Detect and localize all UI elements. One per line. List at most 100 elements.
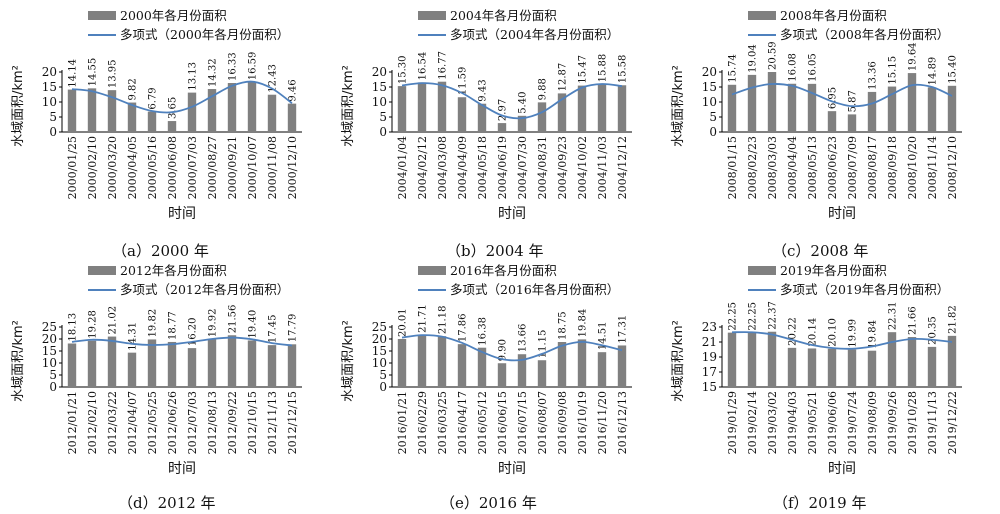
x-tick-label: 2000/05/16: [146, 136, 159, 199]
bar: [767, 72, 777, 132]
bar: [767, 331, 777, 387]
data-label: 14.14: [68, 59, 79, 88]
data-label: 17.45: [268, 314, 279, 343]
data-label: 17.31: [618, 315, 629, 344]
x-tick-label: 2016/08/07: [536, 391, 549, 454]
bar: [947, 85, 957, 132]
data-label: 18.75: [558, 311, 569, 340]
legend-bar-label: 2000年各月份面积: [120, 8, 227, 23]
y-tick-label: 5: [379, 110, 387, 124]
data-label: 2.97: [498, 99, 509, 121]
data-label: 16.54: [418, 52, 429, 81]
bar: [227, 335, 237, 387]
x-tick-label: 2019/07/24: [846, 391, 859, 454]
y-tick-label: 20: [42, 65, 57, 79]
x-tick-label: 2012/02/10: [86, 391, 99, 454]
x-tick-label: 2012/12/15: [286, 391, 299, 454]
data-label: 12.43: [268, 64, 279, 93]
x-tick-label: 2016/10/19: [576, 391, 589, 454]
x-axis-title: 时间: [168, 461, 196, 477]
data-label: 20.10: [828, 318, 839, 347]
data-label: 12.87: [558, 63, 569, 92]
x-tick-label: 2012/09/22: [226, 391, 239, 454]
x-tick-label: 2000/01/25: [66, 136, 79, 199]
bar: [787, 347, 797, 387]
y-tick-label: 20: [702, 65, 717, 79]
legend-bar-entry: 2000年各月份面积: [88, 6, 289, 25]
data-label: 16.33: [228, 52, 239, 81]
data-label: 13.95: [108, 60, 119, 89]
x-tick-label: 2016/11/20: [596, 391, 609, 454]
caption-2016: （e）2016 年: [440, 494, 537, 512]
x-tick-label: 2004/04/09: [456, 136, 469, 199]
bar-swatch: [748, 11, 776, 20]
x-tick-label: 2000/11/08: [266, 136, 279, 199]
bar: [787, 83, 797, 132]
legend-trend-entry: 多项式（2012年各月份面积）: [88, 280, 289, 299]
bar: [87, 340, 97, 387]
bar: [887, 86, 897, 132]
x-tick-label: 2008/12/10: [946, 136, 959, 199]
x-tick-label: 2012/01/21: [66, 391, 79, 454]
x-tick-label: 2008/10/20: [906, 136, 919, 199]
y-tick-label: 0: [379, 125, 387, 139]
x-tick-label: 2008/11/14: [926, 136, 939, 199]
data-label: 5.87: [848, 90, 859, 112]
bar: [247, 340, 257, 387]
y-axis-title: 水域面积/km²: [11, 65, 26, 147]
x-tick-label: 2008/01/15: [726, 136, 739, 199]
bar: [107, 336, 117, 387]
bar: [397, 338, 407, 387]
bar: [747, 332, 757, 387]
x-tick-label: 2019/02/14: [746, 391, 759, 454]
legend-trend-label: 多项式（2008年各月份面积）: [780, 27, 950, 42]
legend: 2016年各月份面积 多项式（2016年各月份面积）: [418, 261, 619, 299]
y-tick-label: 20: [372, 65, 387, 79]
bar: [867, 350, 877, 387]
bar: [497, 363, 507, 387]
x-tick-label: 2000/07/03: [186, 136, 199, 199]
bar: [67, 89, 77, 132]
x-tick-label: 2012/07/03: [186, 391, 199, 454]
data-label: 17.86: [458, 313, 469, 342]
bar-swatch: [88, 11, 116, 20]
trend-swatch: [418, 33, 446, 36]
data-label: 22.31: [888, 302, 899, 331]
bar: [907, 337, 917, 387]
bar: [727, 332, 737, 387]
y-tick-label: 25: [372, 320, 387, 334]
caption-2004: （b）2004 年: [446, 242, 544, 260]
x-tick-label: 2004/05/18: [476, 136, 489, 199]
x-tick-label: 2004/12/12: [616, 136, 629, 199]
y-tick-label: 10: [42, 356, 57, 370]
x-tick-label: 2019/01/29: [726, 391, 739, 454]
bar: [927, 87, 937, 132]
x-axis-title: 时间: [498, 206, 526, 222]
trend-line: [731, 83, 953, 108]
data-label: 15.40: [948, 55, 959, 84]
data-label: 9.46: [288, 79, 299, 101]
legend: 2004年各月份面积 多项式（2004年各月份面积）: [418, 6, 619, 44]
y-tick-label: 5: [709, 110, 717, 124]
data-label: 15.74: [728, 54, 739, 83]
y-tick-label: 5: [49, 110, 57, 124]
y-tick-label: 10: [42, 95, 57, 109]
data-label: 14.51: [598, 322, 609, 351]
data-label: 14.55: [88, 58, 99, 87]
trend-line: [401, 334, 623, 362]
legend-trend-entry: 多项式（2004年各月份面积）: [418, 25, 619, 44]
bar: [127, 102, 137, 132]
data-label: 16.38: [478, 317, 489, 346]
data-label: 9.82: [128, 78, 139, 100]
y-tick-label: 0: [49, 380, 57, 394]
y-tick-label: 0: [379, 380, 387, 394]
data-label: 20.22: [788, 317, 799, 346]
chart-panel-2012: 2012年各月份面积 多项式（2012年各月份面积） 0 5 10 15 20 25 水域面积/…: [0, 255, 320, 495]
y-axis-title: 水域面积/km²: [11, 320, 26, 402]
legend-bar-entry: 2012年各月份面积: [88, 261, 289, 280]
data-label: 6.79: [148, 87, 159, 109]
bar: [187, 348, 197, 387]
bar: [287, 103, 297, 132]
